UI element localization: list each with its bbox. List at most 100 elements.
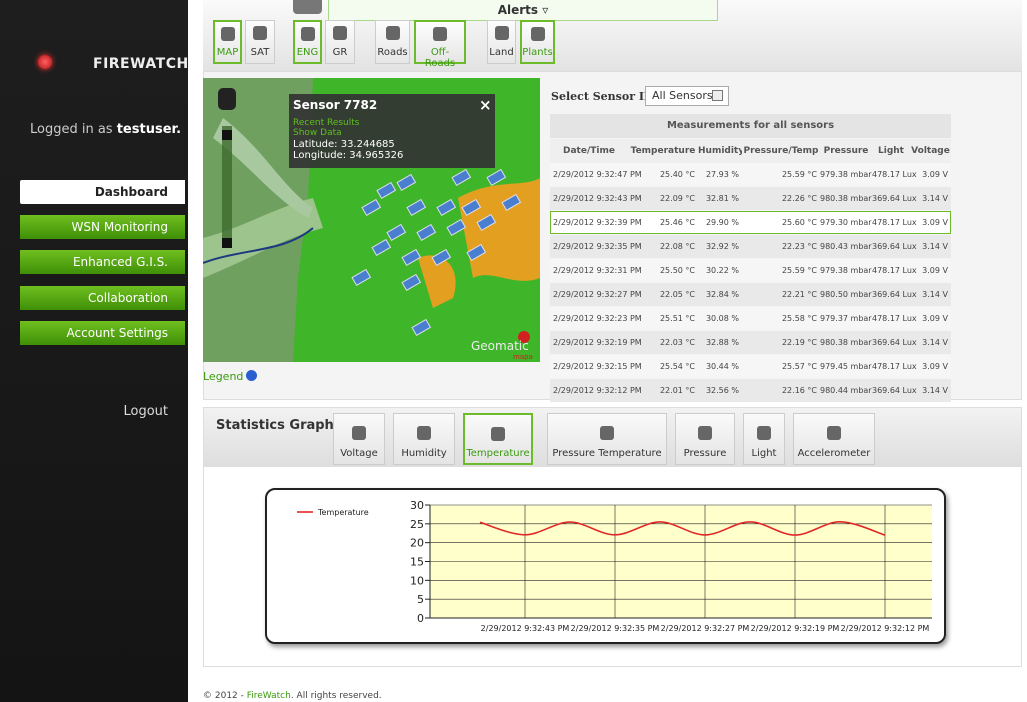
map-zoom-out[interactable]	[222, 238, 232, 248]
toolbar-label: SAT	[250, 47, 270, 58]
table-cell: 22.21 °C	[781, 290, 817, 299]
toolbar-button[interactable]: SAT	[245, 20, 275, 64]
table-row[interactable]	[550, 331, 951, 354]
y-tick-label: 20	[410, 537, 424, 550]
stat-tab-label: Temperature	[466, 448, 530, 459]
table-cell: 478.17 Lux	[872, 218, 917, 227]
login-status: Logged in as testuser.	[30, 122, 181, 137]
table-cell: 980.44 mbar	[820, 386, 872, 395]
stat-tab[interactable]: Humidity	[393, 413, 455, 465]
table-cell: 369.64 Lux	[872, 242, 917, 251]
tab-icon	[491, 427, 505, 441]
stat-tab[interactable]: Pressure Temperature	[547, 413, 667, 465]
toolbar-button[interactable]: GR	[325, 20, 355, 64]
map-zoom-in[interactable]	[222, 130, 232, 140]
footer-link[interactable]: FireWatch	[246, 691, 291, 701]
sensor-marker	[361, 198, 382, 217]
stat-tab[interactable]: Temperature	[463, 413, 533, 465]
stat-tab[interactable]: Light	[743, 413, 785, 465]
popup-close[interactable]: ×	[479, 96, 492, 114]
popup-longitude: Longitude: 34.965326	[293, 150, 403, 161]
map-logo-dot	[518, 331, 530, 343]
stat-tab[interactable]: Pressure	[675, 413, 735, 465]
stat-tab-label: Voltage	[340, 448, 378, 459]
map-brand: Geomatic	[471, 339, 529, 353]
nav-item[interactable]: Enhanced G.I.S.	[20, 250, 185, 274]
sensor-marker	[396, 173, 417, 192]
table-cell: 2/29/2012 9:32:43 PM	[553, 194, 642, 203]
map-zoom-bar[interactable]	[222, 126, 232, 246]
toolbar-icon	[220, 27, 235, 41]
stat-tab[interactable]: Voltage	[333, 413, 385, 465]
sensor-marker	[401, 248, 422, 267]
table-cell: 478.17 Lux	[872, 314, 917, 323]
table-row[interactable]	[550, 379, 951, 402]
table-row[interactable]	[550, 283, 951, 306]
table-row[interactable]	[550, 187, 951, 210]
info-icon[interactable]	[246, 370, 258, 381]
sensor-marker	[386, 223, 407, 242]
stat-tab[interactable]: Accelerometer	[793, 413, 875, 465]
table-cell: 32.81 %	[705, 194, 739, 203]
sensor-select[interactable]: All Sensors	[645, 86, 729, 106]
nav-item[interactable]: Dashboard	[20, 180, 185, 204]
toggle-handle[interactable]	[293, 0, 322, 14]
table-cell: 369.64 Lux	[872, 338, 917, 347]
table-row[interactable]	[550, 163, 951, 186]
toolbar-label: GR	[332, 47, 348, 58]
sensor-marker	[466, 243, 487, 262]
sensor-select-label: Select Sensor ID	[551, 90, 654, 103]
brand-name: FIREWATCH	[93, 56, 189, 72]
alerts-bar[interactable]: Alerts ▿	[328, 0, 718, 21]
toolbar-button[interactable]: Plants	[520, 20, 555, 64]
table-cell: 980.43 mbar	[820, 242, 872, 251]
toolbar-button[interactable]: Roads	[375, 20, 410, 64]
table-cell: 3.14 V	[922, 242, 948, 251]
toolbar-button[interactable]: ENG	[293, 20, 322, 64]
sensor-marker	[431, 248, 452, 267]
table-cell: 3.09 V	[922, 218, 948, 227]
table-row[interactable]	[550, 355, 951, 378]
table-cell: 478.17 Lux	[872, 266, 917, 275]
table-row[interactable]	[550, 307, 951, 330]
tab-icon	[757, 426, 771, 440]
table-cell: 369.64 Lux	[872, 386, 917, 395]
sensor-marker	[411, 318, 432, 337]
column-header: Light	[872, 139, 910, 163]
table-cell: 22.05 °C	[659, 290, 695, 299]
toolbar-button[interactable]: Land	[487, 20, 516, 64]
sensor-marker	[486, 168, 507, 187]
popup-link: Show Data	[293, 128, 342, 138]
login-user: testuser.	[116, 122, 182, 137]
stat-tab-label: Humidity	[401, 448, 447, 459]
sidebar: FIREWATCH Logged in as testuser. Dashboard…	[0, 0, 188, 702]
table-cell: 25.54 °C	[659, 362, 695, 371]
table-row[interactable]	[550, 235, 951, 258]
toolbar-label: Land	[489, 47, 514, 58]
map-legend[interactable]: Legend	[203, 370, 258, 383]
toolbar-button[interactable]: Off-Roads	[414, 20, 466, 69]
tab-icon	[698, 426, 712, 440]
statistics-title: Statistics Graph	[216, 418, 334, 433]
sensor-marker	[501, 193, 522, 212]
table-cell: 22.09 °C	[659, 194, 695, 203]
table-row[interactable]	[550, 259, 951, 282]
map-area	[418, 255, 456, 308]
map-pan[interactable]	[218, 88, 236, 110]
nav-item[interactable]: Account Settings	[20, 321, 185, 345]
table-row[interactable]	[550, 211, 951, 234]
table-cell: 22.26 °C	[781, 194, 817, 203]
footer-prefix: © 2012 -	[203, 691, 247, 701]
y-tick-label: 10	[410, 574, 424, 587]
table-cell: 29.90 %	[705, 218, 739, 227]
nav-item[interactable]: Collaboration	[20, 286, 185, 310]
nav-item[interactable]: WSN Monitoring	[20, 215, 185, 239]
table-cell: 3.09 V	[922, 314, 948, 323]
table-cell: 979.37 mbar	[820, 314, 872, 323]
sensor-marker	[401, 273, 422, 292]
toolbar-button[interactable]: MAP	[213, 20, 242, 64]
table-cell: 478.17 Lux	[872, 362, 917, 371]
logout[interactable]: Logout	[123, 404, 168, 419]
